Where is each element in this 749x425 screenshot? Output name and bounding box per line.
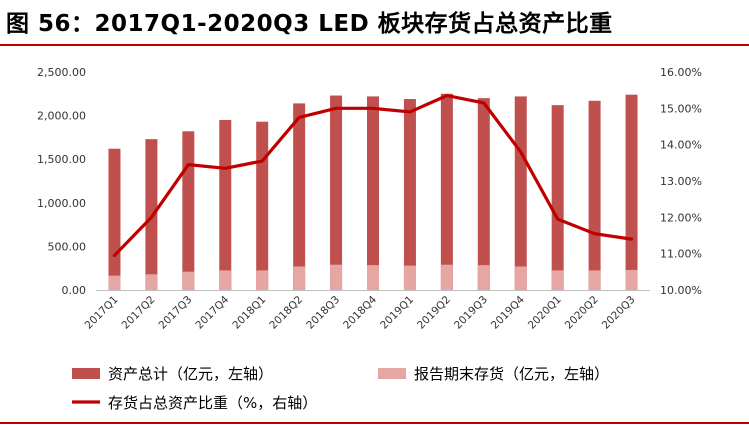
bar-inventory (440, 264, 453, 290)
y-right-tick-label: 11.00% (660, 248, 702, 261)
line-point (446, 94, 448, 97)
chart-bars (108, 93, 638, 291)
figure-title: 图 56：2017Q1-2020Q3 LED 板块存货占总资产比重 (6, 11, 613, 37)
bar-inventory (367, 265, 379, 290)
bar-total-assets (551, 105, 564, 290)
x-tick-label: 2019Q2 (415, 294, 453, 332)
bar-inventory (256, 270, 269, 290)
legend-label-total-assets: 资产总计（亿元，左轴） (108, 365, 273, 383)
bar-total-assets (625, 94, 638, 290)
bar-total-assets (514, 96, 527, 290)
y-right-tick-label: 16.00% (660, 66, 702, 79)
y-left-tick-label: 0.00 (62, 284, 87, 297)
y-right-tick-label: 15.00% (660, 102, 702, 115)
bar-inventory (477, 265, 490, 290)
line-point (113, 254, 116, 257)
x-tick-label: 2018Q2 (267, 294, 305, 332)
line-point (593, 232, 596, 235)
bar-inventory (108, 275, 121, 290)
line-point (630, 238, 633, 240)
x-tick-label: 2018Q3 (304, 294, 342, 332)
bar-total-assets (367, 96, 379, 290)
x-tick-label: 2018Q4 (341, 293, 379, 331)
legend-label-ratio: 存货占总资产比重（%，右轴） (108, 394, 317, 412)
line-point (409, 111, 411, 113)
y-left-tick-label: 500.00 (48, 240, 87, 253)
line-point (187, 163, 190, 166)
y-right-tick-label: 12.00% (660, 211, 702, 224)
bar-total-assets (182, 131, 195, 290)
bar-inventory (514, 266, 527, 290)
bar-inventory (219, 270, 232, 290)
bar-total-assets (403, 99, 416, 290)
x-tick-label: 2020Q3 (600, 294, 638, 332)
legend-swatch-total-assets (72, 368, 100, 379)
title-rule (0, 44, 749, 46)
x-tick-label: 2020Q2 (563, 294, 601, 332)
y-left-tick-label: 2,500.00 (37, 66, 86, 79)
bar-total-assets (330, 95, 343, 290)
bar-total-assets (256, 121, 269, 290)
x-tick-label: 2017Q1 (83, 294, 121, 332)
x-tick-label: 2017Q4 (193, 293, 231, 331)
x-tick-label: 2019Q3 (452, 294, 490, 332)
legend-swatch-inventory (378, 368, 406, 379)
bar-inventory (625, 269, 638, 290)
x-tick-label: 2018Q1 (230, 294, 268, 332)
x-tick-label: 2017Q2 (120, 294, 158, 332)
y-left-tick-label: 1,000.00 (37, 197, 86, 210)
y-right-tick-label: 10.00% (660, 284, 702, 297)
chart-line (112, 94, 634, 258)
line-point (224, 167, 227, 170)
line-point (372, 107, 374, 110)
bar-inventory (588, 270, 601, 290)
bar-total-assets (293, 103, 306, 290)
y-left-tick-label: 2,000.00 (37, 110, 86, 123)
legend-label-inventory: 报告期末存货（亿元，左轴） (414, 365, 609, 383)
line-point (150, 216, 153, 219)
bar-total-assets (108, 148, 121, 290)
bar-inventory (403, 265, 416, 290)
bar-total-assets (588, 100, 601, 290)
x-tick-label: 2017Q3 (157, 294, 195, 332)
y-right-tick-label: 14.00% (660, 139, 702, 152)
x-tick-label: 2019Q4 (489, 293, 527, 331)
line-point (556, 218, 559, 220)
bar-inventory (551, 270, 564, 290)
y-right-tick-label: 13.00% (660, 175, 702, 188)
bar-inventory (293, 266, 306, 290)
x-tick-label: 2020Q1 (526, 294, 564, 332)
bar-total-assets (219, 119, 232, 291)
line-point (483, 102, 485, 104)
line-point (298, 116, 300, 119)
bar-inventory (182, 271, 195, 290)
line-point (519, 151, 522, 153)
line-point (261, 160, 264, 162)
bar-inventory (330, 264, 343, 290)
y-left-tick-label: 1,500.00 (37, 153, 86, 166)
bottom-rule (0, 422, 749, 424)
bar-total-assets (440, 93, 453, 290)
bar-inventory (145, 274, 158, 290)
bar-total-assets (477, 98, 490, 290)
line-point (335, 107, 337, 110)
x-tick-label: 2019Q1 (378, 294, 416, 332)
chart-legend: 资产总计（亿元，左轴） 报告期末存货（亿元，左轴） 存货占总资产比重（%，右轴） (72, 365, 609, 412)
